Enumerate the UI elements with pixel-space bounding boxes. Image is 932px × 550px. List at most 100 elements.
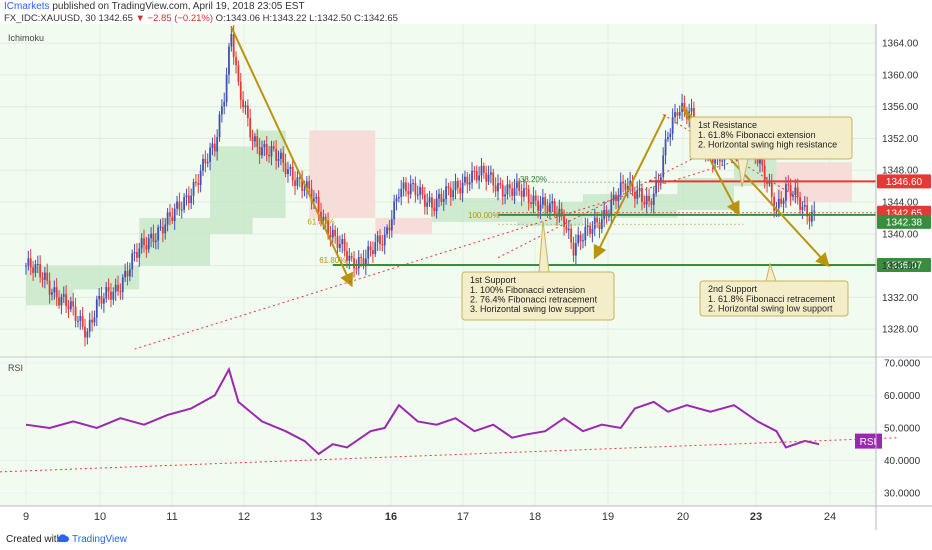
candle-body — [220, 106, 223, 115]
candle-body — [143, 238, 145, 246]
candle-body — [195, 181, 197, 184]
candle-body — [86, 331, 89, 338]
candle-body — [246, 105, 249, 119]
candle-body — [305, 181, 308, 190]
candle-body — [497, 183, 499, 192]
candle-body — [206, 162, 209, 164]
candle-body — [88, 319, 91, 332]
rsi-indicator-label[interactable]: RSI — [8, 363, 23, 373]
candle-body — [527, 188, 530, 203]
candle-body — [55, 287, 58, 298]
candle-body — [584, 226, 587, 241]
candle-body — [138, 248, 141, 258]
candle-body — [655, 180, 658, 194]
candle-body — [228, 46, 230, 75]
candle-body — [523, 188, 525, 197]
candle-body — [426, 202, 429, 207]
candle-body — [386, 227, 388, 235]
candle-body — [256, 136, 259, 147]
price-axis[interactable]: 1364.00 1360.00 1356.00 1352.00 1348.00 1344.… — [882, 39, 919, 336]
candle-body — [265, 144, 268, 155]
candle-body — [60, 296, 63, 306]
candle-body — [645, 196, 648, 205]
candle-body — [787, 184, 790, 186]
candle-body — [157, 227, 160, 241]
candle-body — [435, 198, 438, 212]
candle-body — [350, 255, 353, 259]
candle-body — [438, 193, 440, 199]
candle-body — [65, 294, 68, 307]
candle-body — [93, 317, 96, 323]
candle-body — [152, 233, 155, 243]
candle-body — [622, 181, 624, 184]
candle-body — [480, 165, 483, 176]
move-arrow — [230, 26, 353, 288]
candle-body — [471, 170, 473, 183]
rsi-tick-label: 50.0000 — [884, 423, 921, 434]
candle-body — [388, 227, 391, 231]
candle-body — [190, 195, 193, 204]
rsi-tag — [855, 433, 882, 449]
candle-body — [183, 196, 186, 210]
candle-body — [397, 196, 400, 199]
candle-body — [154, 240, 157, 243]
candle-body — [390, 219, 393, 231]
publisher-name[interactable]: ICmarkets — [4, 1, 50, 12]
candle-body — [419, 187, 422, 195]
candle-body — [629, 180, 632, 186]
candle-body — [41, 277, 44, 280]
candle-body — [298, 177, 301, 179]
candle-body — [211, 143, 214, 148]
candle-body — [794, 187, 797, 196]
candle-body — [367, 246, 370, 259]
rsi-pane: RSI — [0, 366, 900, 473]
chart-header: ICmarkets published on TradingView.com, … — [0, 0, 932, 24]
candle-body — [62, 294, 65, 297]
candle-body — [277, 158, 280, 161]
candle-body — [560, 208, 563, 214]
candle-body — [381, 244, 384, 246]
candle-body — [308, 181, 311, 189]
candle-body — [279, 152, 282, 159]
candle-body — [140, 238, 143, 249]
candle-body — [121, 277, 124, 292]
candle-body — [482, 165, 485, 173]
rsi-axis[interactable]: 70.0000 60.0000 50.0000 40.0000 30.0000 — [884, 358, 921, 499]
candle-body — [216, 137, 219, 152]
tradingview-brand[interactable]: TradingView — [72, 534, 128, 545]
candle-body — [346, 250, 348, 261]
candle-body — [128, 269, 131, 277]
rsi-tick-label: 30.0000 — [884, 488, 921, 499]
candle-body — [659, 177, 662, 184]
candle-body — [237, 65, 240, 82]
price-tick-label: 1332.00 — [882, 293, 919, 304]
candle-body — [487, 174, 490, 182]
candle-body — [239, 81, 242, 100]
candle-body — [638, 188, 641, 191]
candle-body — [789, 185, 792, 197]
candle-body — [690, 107, 693, 112]
candle-body — [261, 147, 263, 156]
price-tick-label: 1328.00 — [882, 325, 919, 336]
candle-body — [400, 188, 403, 197]
candle-body — [161, 226, 164, 234]
symbol-label: FX_IDC:XAUUSD, 30 — [4, 13, 96, 24]
candle-body — [409, 183, 412, 195]
time-axis[interactable]: 9 10 11 12 13 16 17 18 19 20 23 24 — [23, 511, 836, 523]
candle-body — [270, 146, 273, 157]
candle-body — [147, 238, 150, 250]
published-text: published on TradingView.com, April 19, … — [52, 1, 305, 12]
candle-body — [549, 203, 551, 213]
candle-body — [275, 148, 278, 161]
candle-body — [223, 101, 226, 107]
candle-body — [449, 188, 452, 198]
price-tick-label: 1336.00 — [882, 261, 919, 272]
callout-line: 1. 100% Fibonacci extension — [470, 285, 585, 295]
candle-body — [806, 205, 809, 217]
candle-body — [669, 133, 672, 138]
ichimoku-indicator-label[interactable]: Ichimoku — [8, 33, 44, 43]
candle-body — [565, 226, 568, 231]
candle-body — [43, 272, 46, 280]
price-tick-label: 1344.00 — [882, 198, 919, 209]
